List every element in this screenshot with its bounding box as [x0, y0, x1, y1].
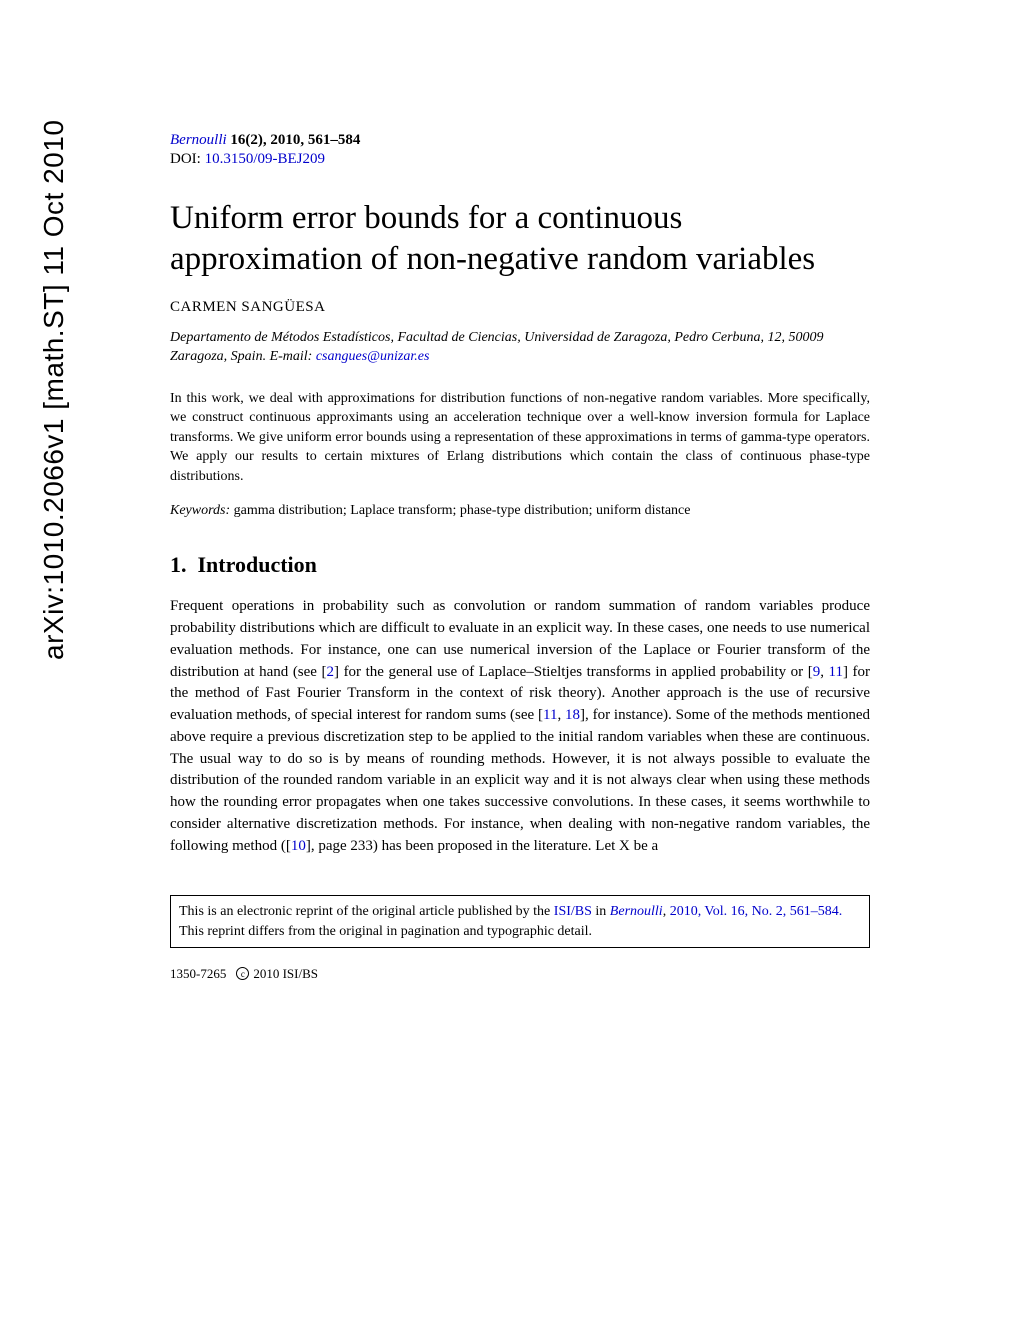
reprint-text-b: in [592, 904, 610, 919]
doi-link[interactable]: 10.3150/09-BEJ209 [205, 151, 325, 167]
citation-link-11a[interactable]: 11 [829, 664, 843, 680]
body-text-g: ], page 233) has been proposed in the li… [306, 838, 658, 854]
body-text-c: , [820, 664, 828, 680]
reprint-text-a: This is an electronic reprint of the ori… [179, 904, 554, 919]
copyright-icon: c [236, 967, 249, 980]
arxiv-stamp: arXiv:1010.2066v1 [math.ST] 11 Oct 2010 [38, 120, 70, 660]
author-email-link[interactable]: csangues@unizar.es [316, 349, 430, 364]
citation-link-11b[interactable]: 11 [543, 707, 557, 723]
section-heading: 1. Introduction [170, 552, 870, 578]
isi-bs-link[interactable]: ISI/BS [554, 904, 592, 919]
citation-link-2[interactable]: 2 [327, 664, 335, 680]
journal-ref-text: 16(2), 2010, 561–584 [227, 132, 361, 148]
journal-reference: Bernoulli 16(2), 2010, 561–584 [170, 132, 870, 149]
body-text-b: ] for the general use of Laplace–Stieltj… [334, 664, 813, 680]
body-paragraph: Frequent operations in probability such … [170, 596, 870, 857]
reprint-vol-link[interactable]: 2010, Vol. 16, No. 2, 561–584. [670, 904, 843, 919]
keywords-label: Keywords: [170, 503, 230, 518]
issn: 1350-7265 [170, 966, 226, 981]
journal-link[interactable]: Bernoulli [170, 132, 227, 148]
doi-line: DOI: 10.3150/09-BEJ209 [170, 151, 870, 168]
citation-link-10[interactable]: 10 [291, 838, 306, 854]
footer-line: 1350-7265 c 2010 ISI/BS [170, 966, 870, 982]
section-number: 1. [170, 552, 187, 577]
page-content: Bernoulli 16(2), 2010, 561–584 DOI: 10.3… [170, 132, 870, 982]
paper-title: Uniform error bounds for a continuous ap… [170, 198, 870, 281]
reprint-journal-link[interactable]: Bernoulli [610, 904, 663, 919]
body-text-e: , [557, 707, 565, 723]
reprint-text-c: , [663, 904, 670, 919]
keywords: Keywords: gamma distribution; Laplace tr… [170, 501, 870, 521]
citation-link-18[interactable]: 18 [565, 707, 580, 723]
abstract: In this work, we deal with approximation… [170, 389, 870, 487]
reprint-text-d: This reprint differs from the original i… [179, 924, 592, 939]
body-text-f: ], for instance). Some of the methods me… [170, 707, 870, 854]
reprint-notice: This is an electronic reprint of the ori… [170, 895, 870, 948]
section-title-text: Introduction [198, 552, 317, 577]
affiliation-text: Departamento de Métodos Estadísticos, Fa… [170, 330, 824, 365]
copyright-text: 2010 ISI/BS [253, 966, 318, 981]
doi-label: DOI: [170, 151, 205, 167]
affiliation: Departamento de Métodos Estadísticos, Fa… [170, 328, 870, 367]
author-name: CARMEN SANGÜESA [170, 299, 870, 316]
keywords-text: gamma distribution; Laplace transform; p… [230, 503, 690, 518]
